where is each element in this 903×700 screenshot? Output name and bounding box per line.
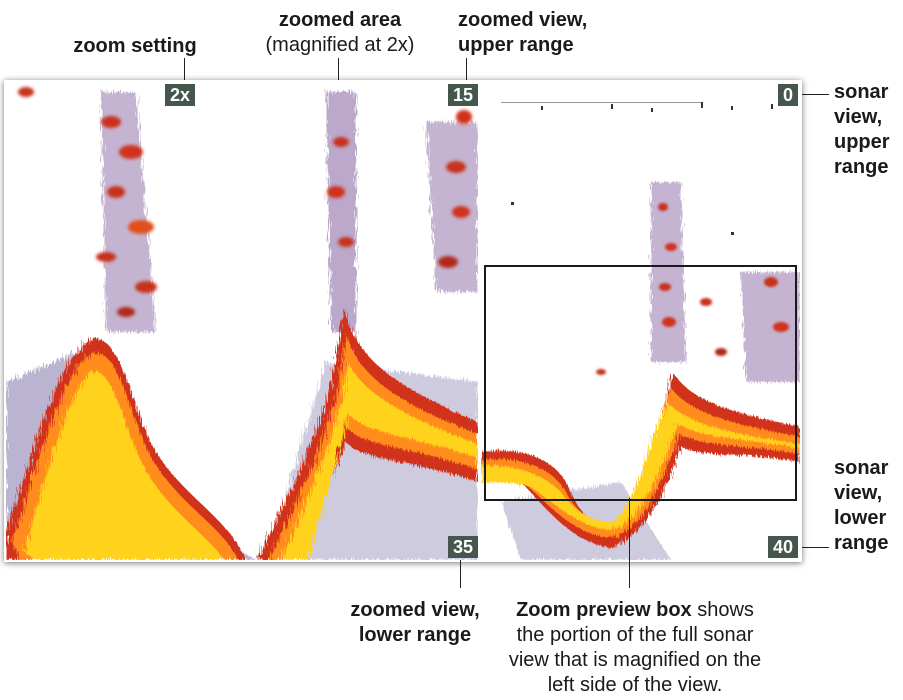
zoomed-upper-range-badge: 15 [447,84,478,106]
leader-line-zoom-preview-box [629,498,630,588]
leader-line-sonar-view-upper [798,94,829,95]
callout-zoom-setting: zoom setting [73,35,197,57]
sonar-lower-range-badge: 40 [767,536,798,558]
zoomed-view-panel: 2x 15 35 [6,82,478,560]
zoomed-sonar-image [6,87,478,560]
leader-line-zoomed-view-upper [466,58,467,84]
bottom-contour [6,307,478,560]
sonar-view-panel: 0 40 [481,82,800,560]
zoomed-lower-range-badge: 35 [447,536,478,558]
sonar-upper-range-badge: 0 [777,84,798,106]
sonar-fish-returns [596,203,789,375]
callout-zoomed-view-lower: zoomed view, lower range [350,599,480,646]
fish-returns [18,87,472,317]
full-sonar-image [481,102,800,560]
callout-zoomed-area: zoomed area (magnified at 2x) [265,9,415,56]
zoom-level-badge: 2x [165,84,196,106]
leader-line-zoom-setting [184,58,185,84]
leader-line-sonar-view-lower [798,547,829,548]
callout-zoom-preview-box: Zoom preview box shows the portion of th… [508,599,762,696]
leader-line-zoomed-view-lower [460,560,461,588]
callout-sonar-view-lower: sonar view, lower range [834,457,889,554]
surface-clutter [501,102,773,235]
sonar-display: 2x 15 35 [4,80,802,562]
zoom-preview-box[interactable] [484,265,797,501]
callout-zoomed-view-upper: zoomed view, upper range [458,9,588,56]
callout-sonar-view-upper: sonar view, upper range [834,81,890,178]
